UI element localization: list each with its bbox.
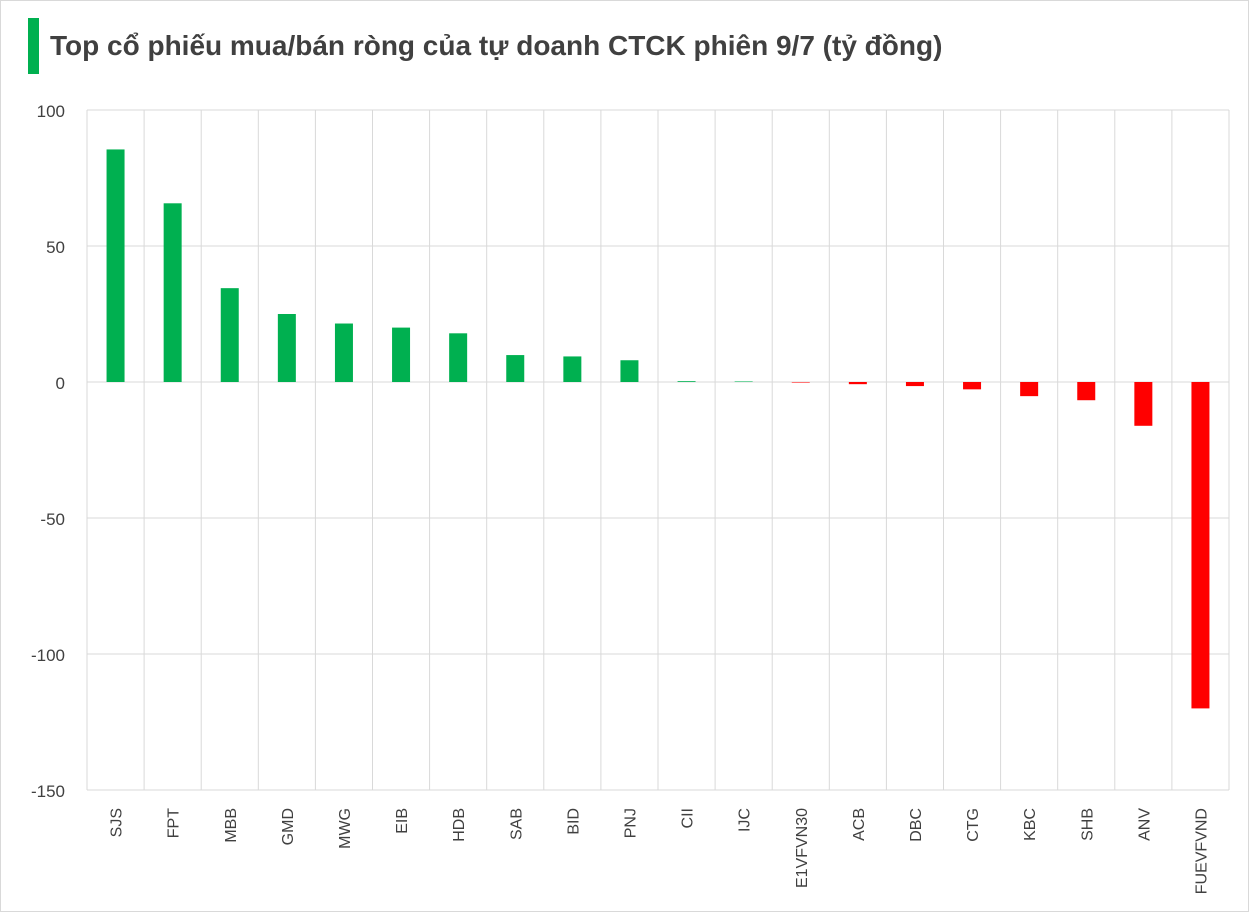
y-axis-ticks: 100 50 0 -50 -100 -150 — [31, 102, 65, 801]
x-tick-label: IJC — [737, 808, 754, 832]
x-tick-label: CII — [680, 808, 697, 828]
bar — [563, 356, 582, 382]
y-tick-label: 50 — [46, 238, 65, 257]
bar — [620, 360, 639, 382]
x-tick-label: KBC — [1022, 808, 1039, 841]
x-axis-ticks: SJS FPT MBB GMD MWG EIB HDB SAB BID PNJ CII IJC E1VF… — [109, 808, 1211, 895]
bar — [220, 288, 239, 382]
x-tick-label: PNJ — [622, 808, 639, 838]
y-tick-label: -50 — [40, 510, 65, 529]
x-tick-label: HDB — [451, 808, 468, 842]
bar — [1077, 382, 1096, 401]
bar — [1134, 382, 1153, 426]
bars — [106, 149, 1210, 709]
bar — [449, 333, 468, 382]
x-tick-label: ANV — [1136, 808, 1153, 841]
x-tick-label: GMD — [280, 808, 297, 845]
bar — [163, 203, 182, 382]
bar — [106, 149, 125, 382]
x-tick-label: SJS — [109, 808, 126, 837]
bar — [334, 323, 353, 382]
chart-title: Top cổ phiếu mua/bán ròng của tự doanh C… — [50, 30, 943, 61]
x-tick-label: BID — [565, 808, 582, 835]
bar — [1020, 382, 1039, 397]
x-tick-label: MBB — [223, 808, 240, 843]
x-tick-label: E1VFVN30 — [794, 808, 811, 888]
x-tick-label: SAB — [508, 808, 525, 840]
y-tick-label: 0 — [56, 374, 65, 393]
bar — [791, 382, 810, 383]
x-tick-label: ACB — [851, 808, 868, 841]
y-tick-label: -100 — [31, 646, 65, 665]
x-tick-label: FUEVFVND — [1193, 808, 1210, 894]
x-tick-label: CTG — [965, 808, 982, 842]
bar — [905, 382, 924, 387]
y-tick-label: -150 — [31, 782, 65, 801]
x-tick-label: MWG — [337, 808, 354, 849]
x-tick-label: FPT — [166, 808, 183, 838]
x-tick-label: SHB — [1079, 808, 1096, 841]
x-tick-label: DBC — [908, 808, 925, 842]
bar — [848, 382, 867, 385]
bar — [1191, 382, 1210, 709]
bar — [277, 314, 296, 382]
bar — [734, 381, 753, 382]
y-tick-label: 100 — [37, 102, 65, 121]
grid-lines — [86, 109, 1230, 791]
bar — [963, 382, 982, 390]
bar — [677, 381, 696, 382]
x-tick-label: EIB — [394, 808, 411, 834]
bar — [392, 327, 411, 382]
title-accent-bar — [28, 18, 39, 74]
bar — [506, 355, 525, 382]
